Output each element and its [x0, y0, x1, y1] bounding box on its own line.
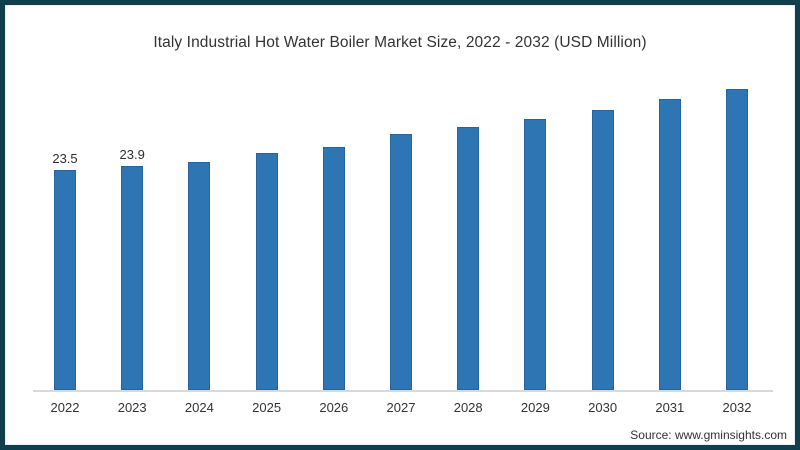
x-tick-2026: 2026 — [319, 400, 349, 415]
bar-2032 — [726, 89, 748, 390]
bar-2030 — [591, 110, 614, 390]
x-tick-2030: 2030 — [588, 400, 618, 415]
bar-2025 — [255, 153, 278, 390]
bar-2022 — [54, 170, 76, 390]
x-tick-2032: 2032 — [722, 400, 752, 415]
x-tick-2027: 2027 — [386, 400, 416, 415]
x-axis-line — [33, 390, 773, 392]
bar-2023 — [121, 166, 144, 390]
x-tick-2028: 2028 — [453, 400, 483, 415]
x-tick-2022: 2022 — [50, 400, 80, 415]
x-tick-2029: 2029 — [520, 400, 550, 415]
bar-2031 — [658, 99, 681, 390]
bar-2024 — [188, 162, 211, 390]
bar-2028 — [457, 127, 480, 390]
bar-value-label-2023: 23.9 — [119, 147, 145, 162]
bar-2027 — [390, 134, 412, 390]
bar-value-label-2022: 23.5 — [52, 151, 78, 166]
bar-2029 — [524, 119, 547, 390]
bar-chart: 23.5 2022 23.9 2023 2024 2025 2026 2027 2028 2029… — [5, 5, 795, 445]
bar-2026 — [322, 147, 345, 390]
x-tick-2024: 2024 — [184, 400, 214, 415]
chart-title: Italy Industrial Hot Water Boiler Market… — [153, 34, 647, 51]
x-tick-2023: 2023 — [117, 400, 147, 415]
x-tick-2031: 2031 — [655, 400, 685, 415]
x-tick-2025: 2025 — [252, 400, 282, 415]
source-attribution: Source: www.gminsights.com — [630, 428, 787, 442]
